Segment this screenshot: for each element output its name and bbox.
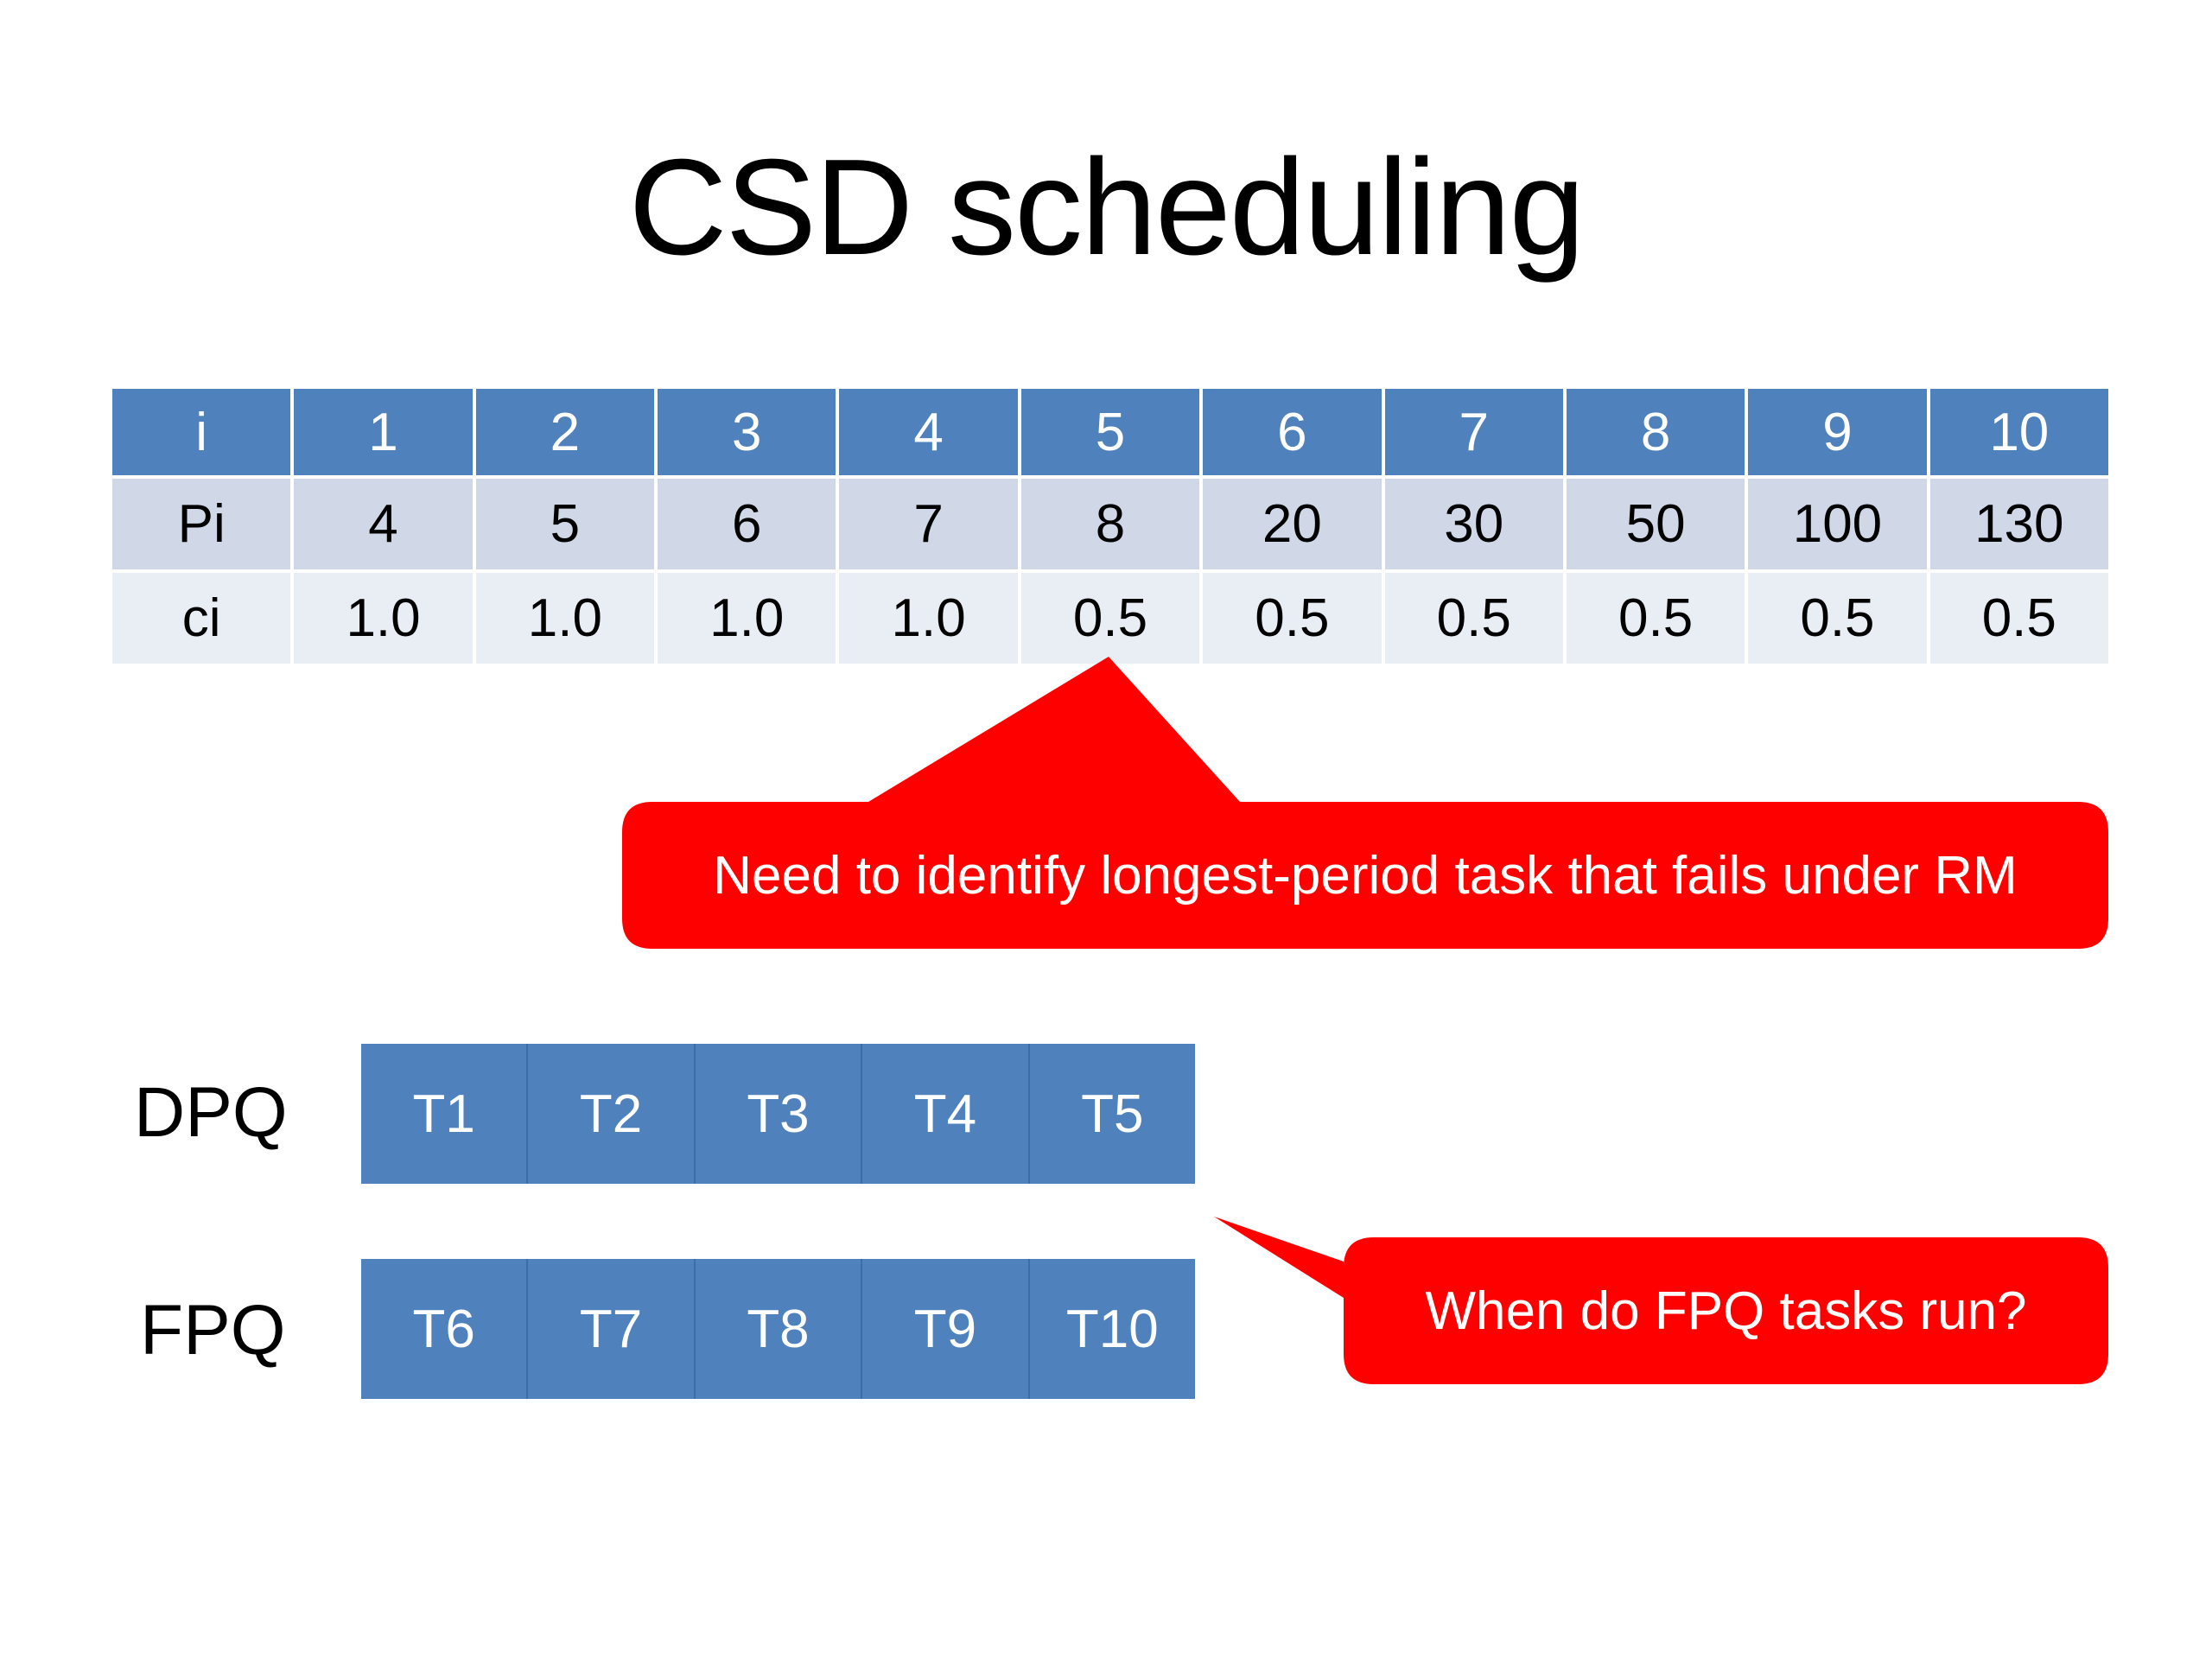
period-cell: 7 (839, 479, 1018, 569)
dpq-task: T5 (1029, 1044, 1195, 1184)
task-table: i 1 2 3 4 5 6 7 8 9 10 Pi 4 5 6 7 8 20 3… (112, 389, 2108, 664)
cost-cell: 0.5 (1020, 573, 1200, 664)
table-header-cell: 10 (1929, 389, 2108, 475)
period-cell: 30 (1384, 479, 1563, 569)
period-cell: 130 (1929, 479, 2108, 569)
dpq-queue: T1 T2 T3 T4 T5 (361, 1044, 1195, 1184)
cost-cell: 1.0 (839, 573, 1018, 664)
fpq-task: T8 (695, 1259, 861, 1399)
table-header-cell: 8 (1566, 389, 1745, 475)
cost-row-label: ci (112, 573, 291, 664)
period-cell: 100 (1748, 479, 1927, 569)
dpq-task: T1 (361, 1044, 527, 1184)
period-row-label: Pi (112, 479, 291, 569)
fpq-task: T10 (1029, 1259, 1195, 1399)
table-header-cell: 2 (475, 389, 655, 475)
dpq-task: T2 (528, 1044, 694, 1184)
period-cell: 4 (294, 479, 473, 569)
fpq-task: T9 (862, 1259, 1028, 1399)
table-header-cell: 9 (1748, 389, 1927, 475)
table-header-cell: i (112, 389, 291, 475)
cost-cell: 1.0 (475, 573, 655, 664)
dpq-task: T3 (695, 1044, 861, 1184)
fpq-label: FPQ (140, 1291, 286, 1370)
dpq-task: T4 (862, 1044, 1028, 1184)
table-header-cell: 3 (658, 389, 836, 475)
cost-cell: 0.5 (1748, 573, 1927, 664)
slide-title: CSD scheduling (628, 131, 1586, 283)
cost-cell: 0.5 (1566, 573, 1745, 664)
callout-text-fpq-question: When do FPQ tasks run? (1425, 1281, 2027, 1341)
table-header-cell: 7 (1384, 389, 1563, 475)
cost-cell: 0.5 (1384, 573, 1563, 664)
cost-cell: 1.0 (294, 573, 473, 664)
period-cell: 5 (475, 479, 655, 569)
fpq-task: T6 (361, 1259, 527, 1399)
cost-cell: 1.0 (658, 573, 836, 664)
fpq-queue: T6 T7 T8 T9 T10 (361, 1259, 1195, 1399)
table-header-cell: 4 (839, 389, 1018, 475)
dpq-label: DPQ (134, 1073, 288, 1152)
period-cell: 50 (1566, 479, 1745, 569)
cost-cell: 0.5 (1203, 573, 1382, 664)
callout-text-longest-period: Need to identify longest-period task tha… (713, 845, 2018, 906)
period-cell: 6 (658, 479, 836, 569)
table-header-cell: 5 (1020, 389, 1200, 475)
cost-cell: 0.5 (1929, 573, 2108, 664)
period-cell: 8 (1020, 479, 1200, 569)
period-cell: 20 (1203, 479, 1382, 569)
table-header-cell: 1 (294, 389, 473, 475)
fpq-task: T7 (528, 1259, 694, 1399)
table-header-cell: 6 (1203, 389, 1382, 475)
